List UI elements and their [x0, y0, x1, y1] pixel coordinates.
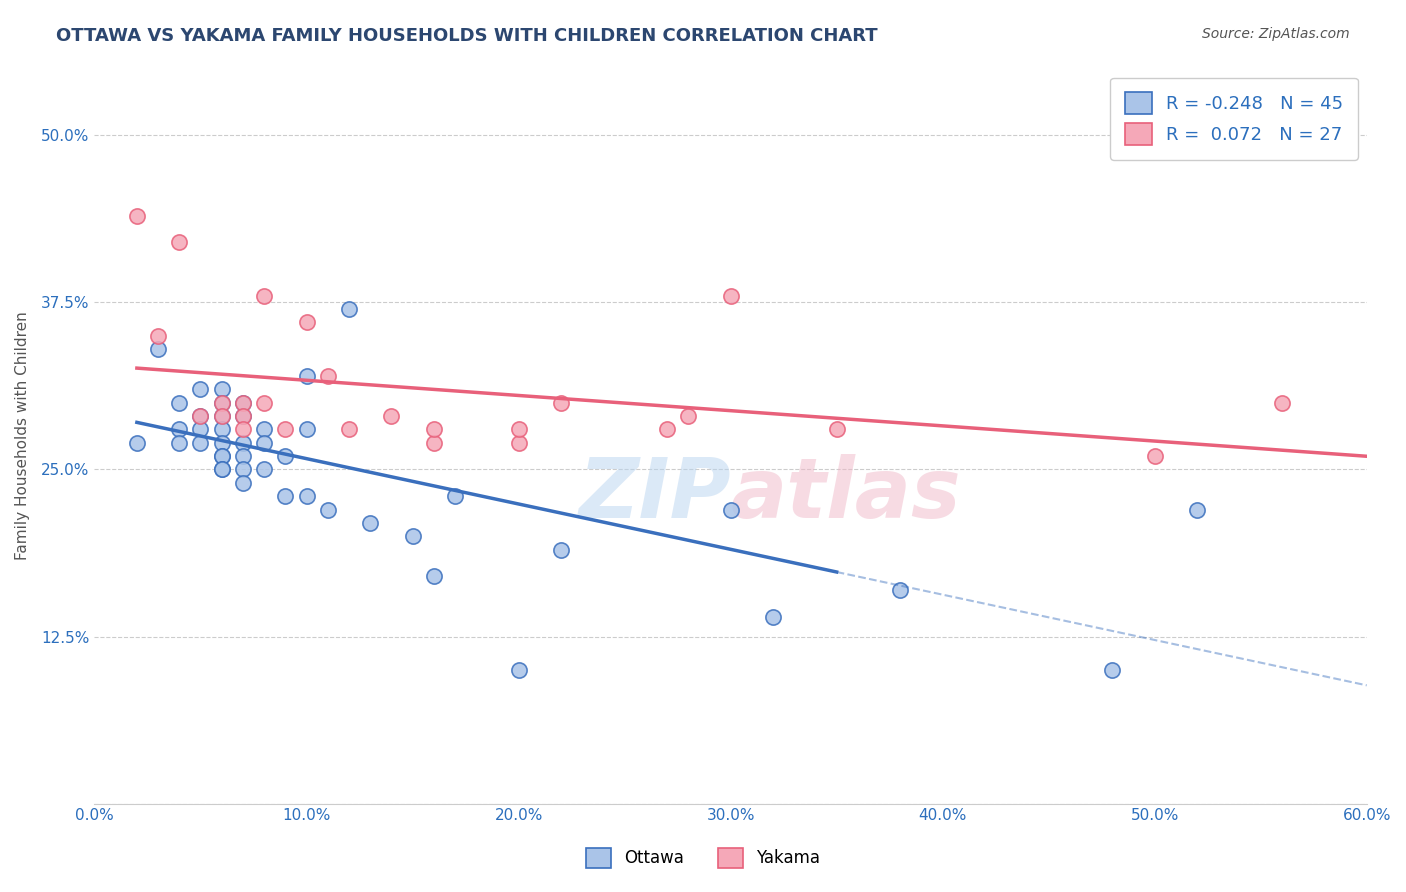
Point — [422, 435, 444, 450]
Point — [422, 422, 444, 436]
Legend: Ottawa, Yakama: Ottawa, Yakama — [579, 841, 827, 875]
Point — [337, 422, 360, 436]
Point — [232, 409, 254, 423]
Point — [232, 475, 254, 490]
Point — [720, 289, 742, 303]
Legend: R = -0.248   N = 45, R =  0.072   N = 27: R = -0.248 N = 45, R = 0.072 N = 27 — [1111, 78, 1358, 160]
Point — [211, 449, 233, 463]
Point — [190, 409, 212, 423]
Point — [676, 409, 699, 423]
Point — [169, 422, 191, 436]
Point — [169, 235, 191, 250]
Point — [295, 316, 318, 330]
Point — [125, 435, 148, 450]
Point — [550, 542, 572, 557]
Point — [253, 435, 276, 450]
Point — [253, 395, 276, 409]
Point — [211, 462, 233, 476]
Point — [316, 368, 339, 383]
Point — [211, 395, 233, 409]
Point — [295, 422, 318, 436]
Point — [169, 395, 191, 409]
Point — [295, 489, 318, 503]
Text: atlas: atlas — [731, 454, 962, 535]
Point — [444, 489, 467, 503]
Point — [762, 609, 785, 624]
Point — [190, 409, 212, 423]
Text: Source: ZipAtlas.com: Source: ZipAtlas.com — [1202, 27, 1350, 41]
Point — [316, 502, 339, 516]
Point — [232, 435, 254, 450]
Point — [655, 422, 678, 436]
Point — [1101, 663, 1123, 677]
Point — [146, 328, 169, 343]
Point — [146, 342, 169, 356]
Point — [190, 422, 212, 436]
Point — [295, 368, 318, 383]
Point — [232, 395, 254, 409]
Point — [508, 422, 530, 436]
Point — [508, 663, 530, 677]
Point — [359, 516, 381, 530]
Point — [1271, 395, 1294, 409]
Point — [232, 409, 254, 423]
Point — [1185, 502, 1208, 516]
Point — [889, 582, 911, 597]
Point — [211, 462, 233, 476]
Text: ZIP: ZIP — [578, 454, 731, 535]
Point — [232, 462, 254, 476]
Point — [211, 422, 233, 436]
Point — [550, 395, 572, 409]
Point — [211, 395, 233, 409]
Point — [422, 569, 444, 583]
Point — [169, 435, 191, 450]
Point — [1143, 449, 1166, 463]
Point — [211, 382, 233, 396]
Point — [720, 502, 742, 516]
Point — [825, 422, 848, 436]
Point — [508, 435, 530, 450]
Point — [253, 289, 276, 303]
Point — [232, 422, 254, 436]
Point — [125, 209, 148, 223]
Point — [380, 409, 402, 423]
Point — [274, 489, 297, 503]
Point — [401, 529, 423, 543]
Point — [211, 449, 233, 463]
Point — [253, 462, 276, 476]
Point — [337, 302, 360, 317]
Point — [232, 395, 254, 409]
Point — [190, 435, 212, 450]
Point — [274, 422, 297, 436]
Point — [253, 422, 276, 436]
Point — [232, 449, 254, 463]
Point — [211, 409, 233, 423]
Point — [190, 382, 212, 396]
Point — [211, 435, 233, 450]
Y-axis label: Family Households with Children: Family Households with Children — [15, 311, 30, 560]
Point — [274, 449, 297, 463]
Point — [211, 409, 233, 423]
Text: OTTAWA VS YAKAMA FAMILY HOUSEHOLDS WITH CHILDREN CORRELATION CHART: OTTAWA VS YAKAMA FAMILY HOUSEHOLDS WITH … — [56, 27, 877, 45]
